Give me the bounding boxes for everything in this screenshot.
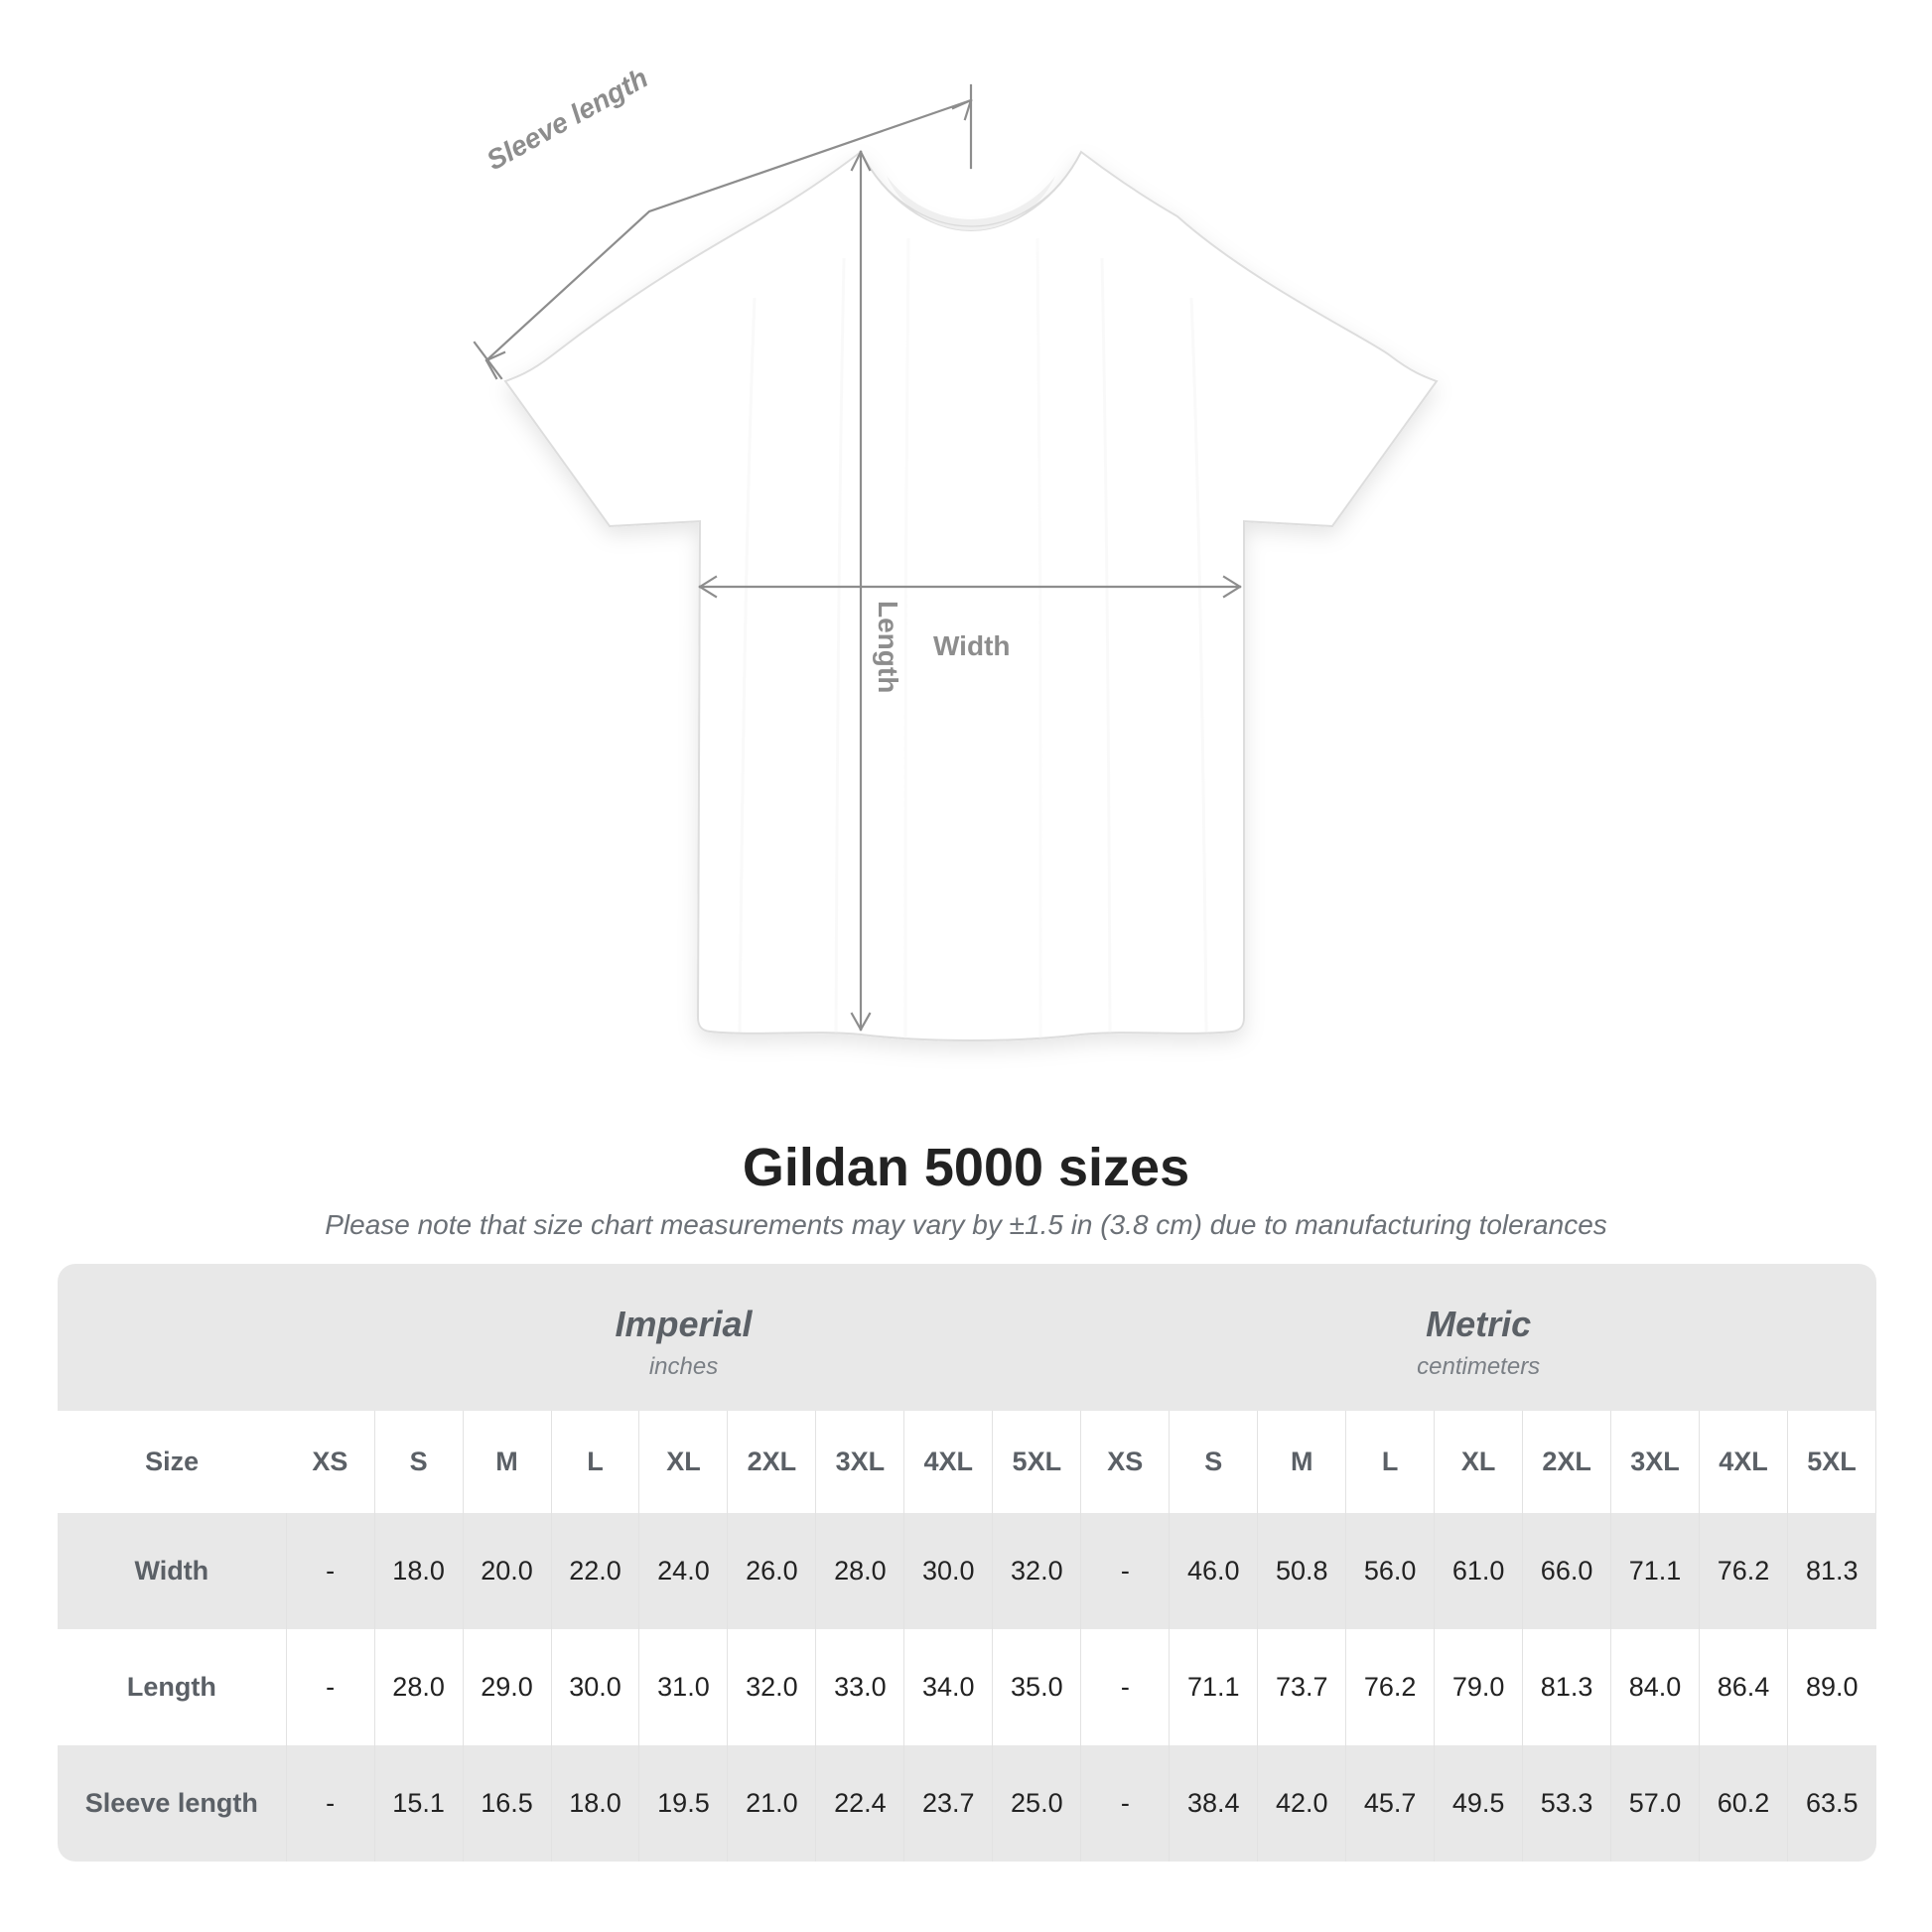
svg-text:Sleeve length: Sleeve length — [482, 63, 653, 177]
svg-text:Length: Length — [873, 601, 903, 693]
svg-text:Width: Width — [933, 630, 1011, 661]
